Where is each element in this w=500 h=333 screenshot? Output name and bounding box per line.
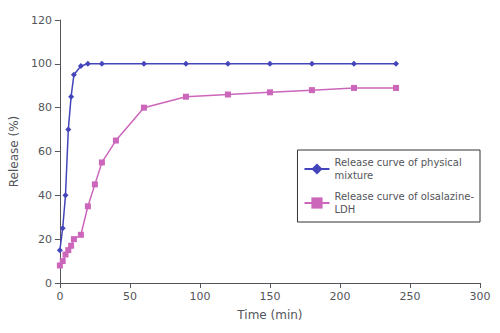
svg-text:60: 60 — [38, 145, 52, 158]
svg-text:LDH: LDH — [334, 204, 355, 215]
svg-text:80: 80 — [38, 101, 52, 114]
svg-text:100: 100 — [31, 57, 52, 70]
svg-text:300: 300 — [470, 290, 491, 303]
svg-text:40: 40 — [38, 189, 52, 202]
svg-text:Release curve of olsalazine-: Release curve of olsalazine- — [334, 191, 474, 202]
svg-text:Time (min): Time (min) — [236, 308, 302, 322]
svg-text:Release (%): Release (%) — [7, 116, 21, 187]
svg-text:50: 50 — [123, 290, 137, 303]
svg-text:200: 200 — [329, 290, 350, 303]
svg-text:150: 150 — [259, 290, 280, 303]
svg-text:0: 0 — [45, 277, 52, 290]
svg-text:mixture: mixture — [334, 170, 373, 181]
svg-text:0: 0 — [56, 290, 63, 303]
svg-text:100: 100 — [189, 290, 210, 303]
svg-text:20: 20 — [38, 233, 52, 246]
svg-text:120: 120 — [31, 14, 52, 27]
svg-text:250: 250 — [399, 290, 420, 303]
svg-text:Release curve of physical: Release curve of physical — [334, 157, 461, 168]
